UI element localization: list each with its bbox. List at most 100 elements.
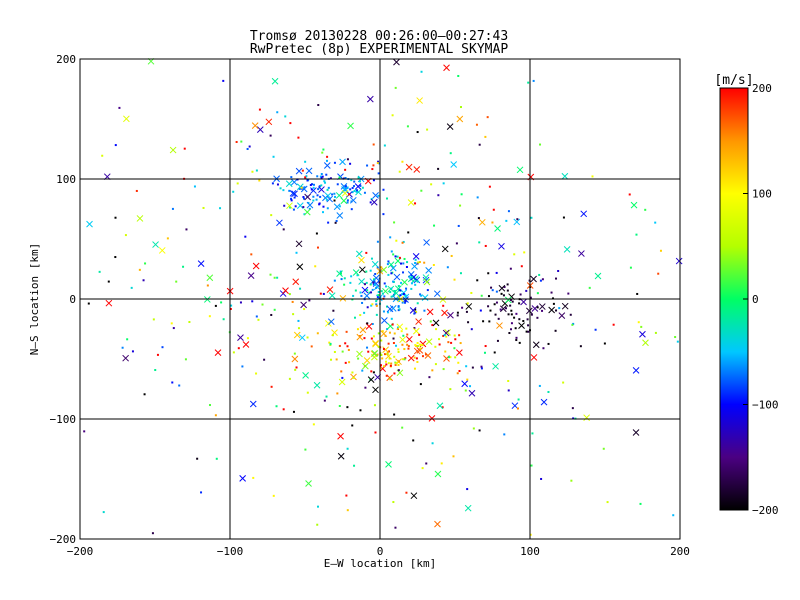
data-point-dot [322,148,325,151]
data-point-dot [541,278,544,281]
data-point-cross [413,347,421,355]
data-point-dot [442,368,445,371]
data-point-dot [306,179,309,182]
data-point-dot [570,479,573,482]
data-point-dot [518,318,521,321]
data-point-dot [345,330,348,333]
data-point-dot [270,385,273,388]
data-point-cross [530,354,538,361]
data-point-dot [387,260,390,263]
data-point-dot [344,185,347,188]
data-point-cross [443,64,450,72]
x-tick-label: 0 [377,545,384,558]
data-point-dot [475,123,478,126]
data-point-cross [375,294,383,302]
data-point-dot [379,364,382,367]
data-point-cross [450,161,458,168]
data-point-dot [635,233,638,236]
data-point-dot [219,207,222,210]
data-point-dot [447,356,450,359]
data-point-cross [300,301,307,309]
data-point-dot [412,439,415,442]
data-point-dot [178,384,181,387]
data-point-dot [389,291,392,294]
data-point-dot [459,272,462,275]
data-point-dot [392,342,395,345]
data-point-dot [389,364,392,367]
data-point-dot [387,362,390,365]
data-point-dot [322,211,325,214]
data-point-dot [290,176,293,179]
data-point-dot [459,204,462,207]
data-point-dot [557,269,560,272]
data-point-dot [394,86,397,89]
data-point-dot [334,221,337,224]
data-point-dot [414,202,417,205]
data-point-dot [331,334,334,337]
data-point-dot [507,210,510,213]
data-point-dot [200,491,203,494]
data-point-dot [235,140,238,143]
data-point-dot [341,350,344,353]
y-tick-label: 200 [56,53,76,66]
data-point-dot [388,357,391,360]
data-point-dot [364,386,367,389]
data-point-dot [391,323,394,326]
data-point-dot [401,301,404,304]
data-point-dot [338,176,341,179]
data-point-dot [443,334,446,337]
data-point-cross [436,402,444,410]
data-point-dot [350,179,353,182]
data-point-cross [407,199,415,206]
data-point-dot [392,253,395,256]
data-point-dot [351,186,354,189]
data-point-dot [282,408,285,411]
data-point-cross [422,276,430,284]
data-point-dot [478,241,481,244]
data-point-dot [403,257,406,260]
data-point-dot [304,177,307,180]
data-point-dot [326,207,329,210]
data-point-dot [497,317,500,320]
data-point-cross [520,298,527,306]
data-point-dot [383,295,386,298]
data-point-cross [337,432,344,440]
data-point-cross [239,475,247,482]
data-point-dot [366,306,369,309]
data-point-cross [540,398,548,406]
data-point-dot [377,160,380,163]
data-point-dot [293,196,296,199]
data-point-dot [161,346,164,349]
data-point-dot [637,321,640,324]
data-point-dot [466,302,469,305]
data-point-dot [386,263,389,266]
data-point-dot [166,237,169,240]
data-point-dot [322,205,325,208]
data-point-dot [447,341,450,344]
data-point-dot [416,262,419,265]
data-point-dot [374,273,377,276]
data-point-dot [353,180,356,183]
data-point-dot [405,327,408,330]
data-point-dot [239,301,242,304]
data-point-dot [418,333,421,336]
data-point-cross [639,330,646,338]
data-point-cross [434,470,442,478]
data-point-dot [381,292,384,295]
data-point-cross [136,215,144,222]
data-point-dot [536,316,539,319]
data-point-dot [384,360,387,363]
data-point-dot [431,442,434,445]
data-point-dot [380,266,383,269]
data-point-cross [305,167,313,175]
data-point-dot [314,265,317,268]
data-point-dot [316,505,319,508]
data-point-dot [385,374,388,377]
data-point-dot [351,424,354,427]
data-point-cross [123,115,130,123]
data-point-dot [356,274,359,277]
data-point-dot [312,183,315,186]
data-point-dot [538,384,541,387]
data-point-dot [248,145,251,148]
data-point-dot [517,398,520,401]
